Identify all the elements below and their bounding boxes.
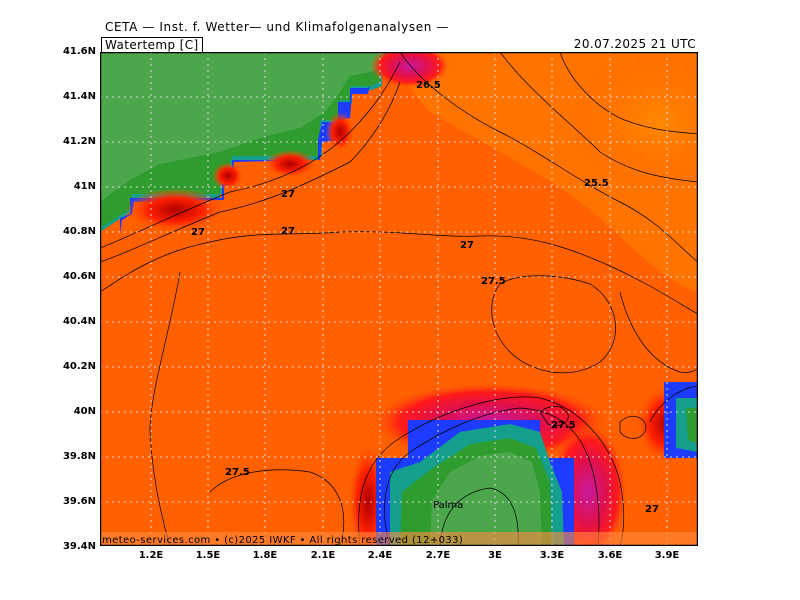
contour-label: 27.5 (551, 420, 576, 431)
coolest-water-zone (570, 52, 698, 192)
catalonia-land (100, 52, 385, 202)
parameter-label: Watertemp [C] (101, 37, 203, 53)
lon-label-3.9: 3.9E (654, 550, 680, 561)
lon-label-2.4: 2.4E (367, 550, 393, 561)
lat-label-41: 41N (73, 181, 96, 192)
coast-contour-1 (100, 81, 401, 263)
coast-contour-2 (100, 61, 401, 249)
lat-label-40.4: 40.4N (62, 316, 96, 327)
mallorca-contour-1 (384, 407, 600, 546)
lon-label-2.7: 2.7E (425, 550, 451, 561)
isotherm-27.5-center (491, 275, 616, 374)
isotherm-27.5-sw (209, 469, 344, 546)
lat-label-39.4: 39.4N (62, 541, 96, 552)
mallorca-coastline (439, 487, 519, 546)
chart-title: CETA — Inst. f. Wetter— und Klimafolgena… (105, 20, 449, 34)
lat-label-39.6: 39.6N (62, 496, 96, 507)
contour-label: 27.5 (481, 276, 506, 287)
isotherm-27.5-west (149, 271, 181, 546)
map-plot (100, 52, 698, 546)
contour-label: 27 (645, 504, 659, 515)
isotherm-27-east (619, 291, 698, 373)
lat-label-40.2: 40.2N (62, 361, 96, 372)
mallorca-land (430, 452, 542, 546)
isotherm-27 (100, 231, 698, 315)
contour-label: 27 (191, 227, 205, 238)
isotherm-25.5 (499, 52, 698, 183)
isotherm-25.5-b (559, 52, 698, 135)
contour-label: 27.5 (225, 467, 250, 478)
city-label-palma: Palma (433, 500, 464, 511)
lat-label-39.8: 39.8N (62, 451, 96, 462)
map-frame (100, 52, 698, 546)
copyright-footer: meteo-services.com • (c)2025 IWKF • All … (102, 535, 464, 546)
valid-time: 20.07.2025 21 UTC (573, 37, 696, 51)
lon-label-3: 3E (488, 550, 502, 561)
lon-label-1.8: 1.8E (252, 550, 278, 561)
menorca-land (686, 408, 698, 444)
lon-label-1.5: 1.5E (195, 550, 221, 561)
water-temperature-map (100, 52, 698, 546)
lon-label-3.6: 3.6E (597, 550, 623, 561)
lat-label-40.8: 40.8N (62, 226, 96, 237)
lat-label-40: 40N (73, 406, 96, 417)
footer-strip (100, 532, 698, 546)
warm-anomaly-north-2 (264, 150, 316, 178)
warm-anomaly-north-1 (125, 188, 225, 232)
lat-label-41.2: 41.2N (62, 136, 96, 147)
lat-lon-grid (100, 52, 698, 546)
small-cell-contour (539, 405, 569, 426)
contour-label: 27 (460, 240, 474, 251)
contour-label: 25.5 (584, 178, 609, 189)
small-cell-contour-2 (619, 415, 647, 439)
lon-label-1.2: 1.2E (138, 550, 164, 561)
contour-label: 27 (281, 226, 295, 237)
lat-label-41.4: 41.4N (62, 91, 96, 102)
warm-anomaly-north-5 (370, 52, 450, 88)
isotherm-lines (100, 52, 698, 546)
contour-label: 27 (281, 189, 295, 200)
contour-label: 26.5 (416, 80, 441, 91)
lon-label-2.1: 2.1E (310, 550, 336, 561)
lon-label-3.3: 3.3E (539, 550, 565, 561)
coastal-blue-band (100, 86, 370, 234)
warm-anomaly-north-3 (212, 162, 244, 190)
menorca-contour (649, 385, 698, 423)
mallorca-contour-2 (358, 396, 625, 546)
lat-label-41.6: 41.6N (62, 46, 96, 57)
lat-label-40.6: 40.6N (62, 271, 96, 282)
